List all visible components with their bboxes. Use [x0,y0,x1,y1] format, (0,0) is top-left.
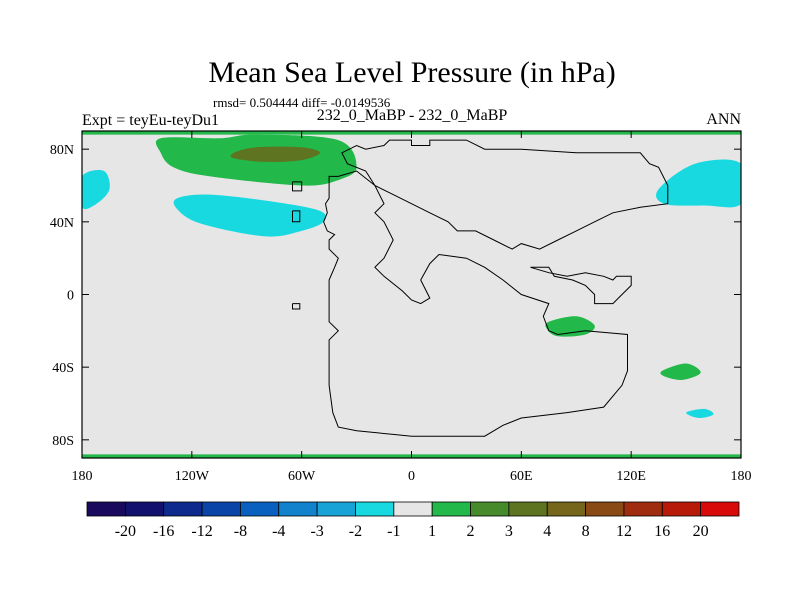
colorbar-label-2: -16 [153,523,174,540]
coastline-1 [323,139,669,437]
colorbar-label-5: -4 [272,523,285,540]
colorbar-swatch-11 [470,501,510,517]
contour-region-2 [230,146,320,162]
y-tick-label-4: 40S [52,361,74,376]
plot-content [82,131,741,458]
x-tick-label-7: 180 [731,469,752,484]
colorbar-swatch-5 [240,501,280,517]
colorbar-swatch-17 [700,501,740,517]
subtitle-right: ANN [706,111,741,128]
x-tick-label-1: 180 [72,469,93,484]
colorbar-swatch-10 [431,501,471,517]
colorbar-swatch-6 [278,501,318,517]
colorbar-swatch-16 [661,501,702,517]
colorbar-label-4: -8 [234,523,247,540]
axes: 180 120W 60W 0 60E 120E 180 80N 40N 0 40S 80S [50,131,752,484]
colorbar-swatch-4 [201,501,241,517]
y-tick-label-2: 40N [50,216,74,231]
contour-region-8 [686,408,714,419]
colorbar: -20 -16 -12 -8 -4 -3 -2 -1 1 2 3 4 8 12 16 20 [86,501,740,540]
colorbar-swatch-13 [546,501,586,517]
coastline-5 [292,303,301,310]
contour-region-7 [660,363,701,380]
colorbar-swatch-8 [355,501,395,517]
colorbar-label-12: 4 [543,523,551,540]
colorbar-label-8: -1 [387,523,400,540]
coastline-4 [292,210,301,223]
colorbar-swatch-2 [124,501,165,517]
colorbar-label-1: -20 [115,523,136,540]
x-tick-label-5: 60E [510,469,533,484]
colorbar-swatch-3 [163,501,203,517]
contour-region-3 [173,194,327,237]
plot-background [82,131,741,458]
coastline-2 [530,266,632,305]
y-tick-label-5: 80S [52,434,74,449]
colorbar-label-15: 16 [654,523,670,540]
contour-region-5 [656,159,741,208]
x-tick-label-4: 0 [408,469,415,484]
colorbar-label-14: 12 [616,523,632,540]
x-tick-label-3: 60W [288,469,316,484]
x-tick-label-2: 120W [175,469,210,484]
contour-region-4 [82,170,110,210]
chart-title: Mean Sea Level Pressure (in hPa) [208,56,615,89]
colorbar-label-11: 3 [505,523,513,540]
colorbar-swatch-9 [393,501,433,517]
y-tick-label-3: 0 [67,289,74,304]
subtitle-left: Expt = teyEu-teyDu1 [82,112,219,129]
colorbar-label-7: -2 [349,523,362,540]
stats-label: rmsd= 0.504444 diff= -0.0149536 [213,95,391,110]
colorbar-swatch-7 [316,501,356,517]
subtitle-center: 232_0_MaBP - 232_0_MaBP [317,107,508,124]
colorbar-label-9: 1 [428,523,436,540]
colorbar-swatch-14 [585,501,625,517]
y-tick-label-1: 80N [50,143,74,158]
colorbar-label-10: 2 [467,523,475,540]
colorbar-label-13: 8 [582,523,590,540]
x-tick-label-6: 120E [616,469,646,484]
coastline-3 [292,181,303,192]
colorbar-swatch-1 [86,501,126,517]
plot-area [81,130,742,459]
colorbar-label-6: -3 [310,523,323,540]
colorbar-swatch-12 [508,501,548,517]
colorbar-label-3: -12 [191,523,212,540]
colorbar-swatch-15 [623,501,663,517]
colorbar-label-16: 20 [693,523,709,540]
